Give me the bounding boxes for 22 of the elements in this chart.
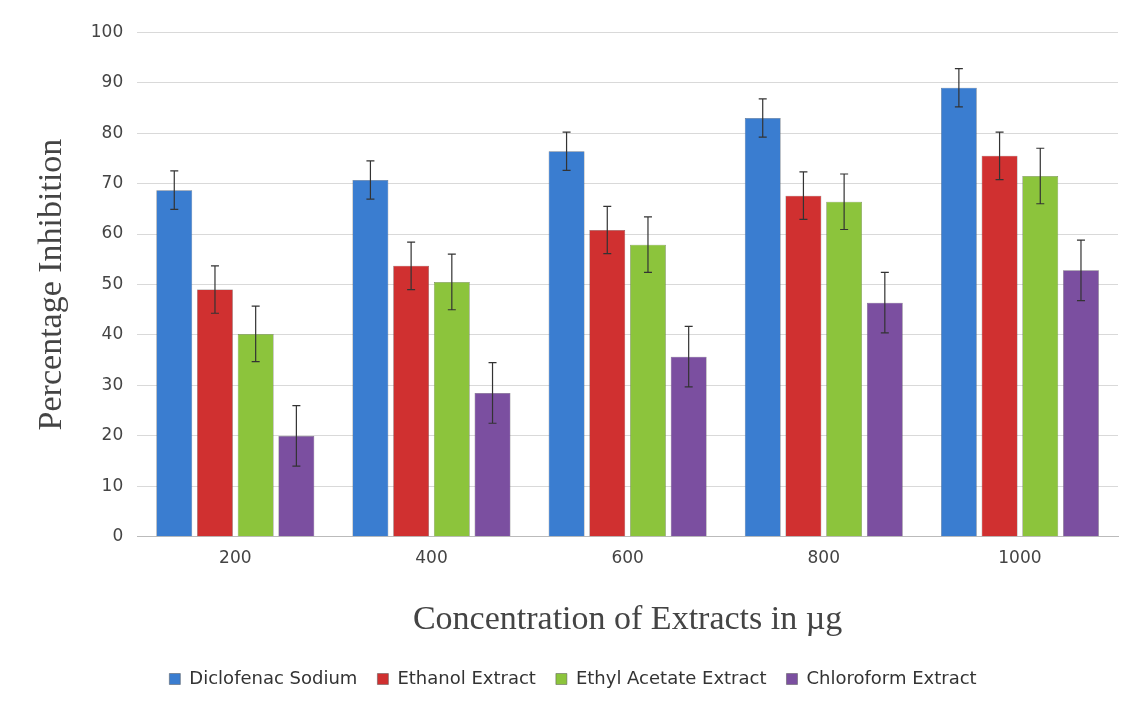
x-tick-label: 1000	[998, 547, 1042, 568]
x-tick-label: 200	[219, 547, 252, 568]
y-tick-label: 0	[112, 525, 124, 546]
y-tick-label: 30	[101, 373, 124, 394]
legend-label: Ethyl Acetate Extract	[575, 666, 767, 688]
y-tick-label: 10	[101, 474, 124, 495]
x-tick-label: 800	[807, 547, 840, 568]
x-tick-label: 400	[415, 547, 448, 568]
y-tick-label: 90	[101, 71, 124, 92]
y-tick-label: 40	[101, 323, 124, 344]
legend-label: Chloroform Extract	[806, 666, 977, 688]
x-tick-label: 600	[611, 547, 644, 568]
x-axis-title: Concentration of Extracts in µg	[412, 598, 843, 636]
legend-label: Ethanol Extract	[397, 666, 536, 688]
y-axis-title: Percentage Inhibition	[31, 138, 69, 431]
y-tick-label: 50	[101, 272, 124, 293]
y-tick-label: 20	[101, 424, 124, 445]
y-tick-label: 100	[90, 20, 124, 41]
y-tick-label: 80	[101, 121, 124, 142]
y-tick-label: 70	[101, 172, 124, 192]
legend-label: Diclofenac Sodium	[189, 666, 358, 688]
y-tick-label: 60	[101, 222, 124, 243]
